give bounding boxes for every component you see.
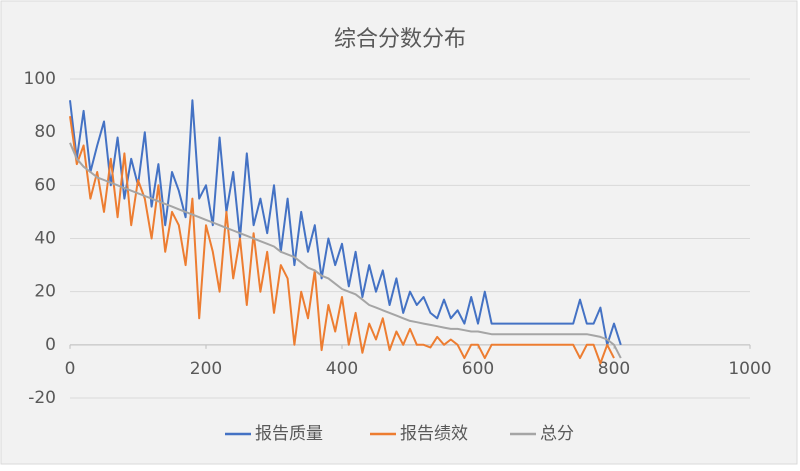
y-tick-label: -20 [28, 388, 56, 408]
legend-label: 总分 [540, 424, 574, 444]
series-line [69, 99, 622, 346]
y-tick-label: 40 [34, 229, 56, 249]
y-tick-label: 100 [24, 69, 56, 89]
series-line [69, 142, 622, 359]
x-tick-label: 400 [326, 359, 358, 379]
chart-title: 综合分数分布 [334, 27, 466, 52]
series-line [69, 116, 615, 365]
y-tick-label: 0 [45, 335, 56, 355]
x-tick-label: 1000 [728, 359, 771, 379]
legend-label: 报告质量 [255, 424, 323, 444]
legend-label: 报告绩效 [400, 424, 468, 444]
x-tick-label: 0 [65, 359, 76, 379]
x-tick-label: 600 [462, 359, 494, 379]
y-tick-label: 60 [34, 175, 56, 195]
y-tick-label: 20 [34, 282, 56, 302]
x-tick-label: 800 [598, 359, 630, 379]
x-tick-label: 200 [190, 359, 222, 379]
y-tick-label: 80 [34, 122, 56, 142]
